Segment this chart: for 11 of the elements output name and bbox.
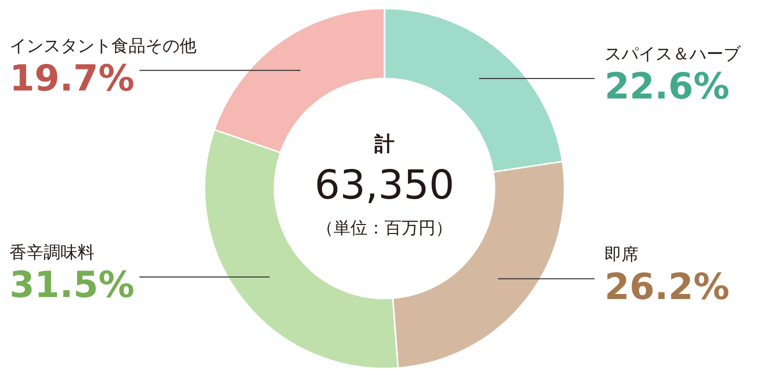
slice-label: インスタント食品その他	[10, 36, 196, 56]
data-label: 31.5%	[10, 265, 134, 306]
slice-label: 香辛調味料	[10, 243, 94, 264]
text: （単位：百万円）	[316, 218, 452, 238]
slice-label: 即席	[604, 244, 638, 265]
data-label: 26.2%	[604, 266, 730, 308]
data-label: 22.6%	[604, 66, 730, 108]
slice-label: スパイス＆ハーブ	[604, 44, 742, 65]
text: 計	[374, 132, 394, 156]
text: 63,350	[314, 162, 454, 208]
data-label: 19.7%	[10, 58, 134, 100]
